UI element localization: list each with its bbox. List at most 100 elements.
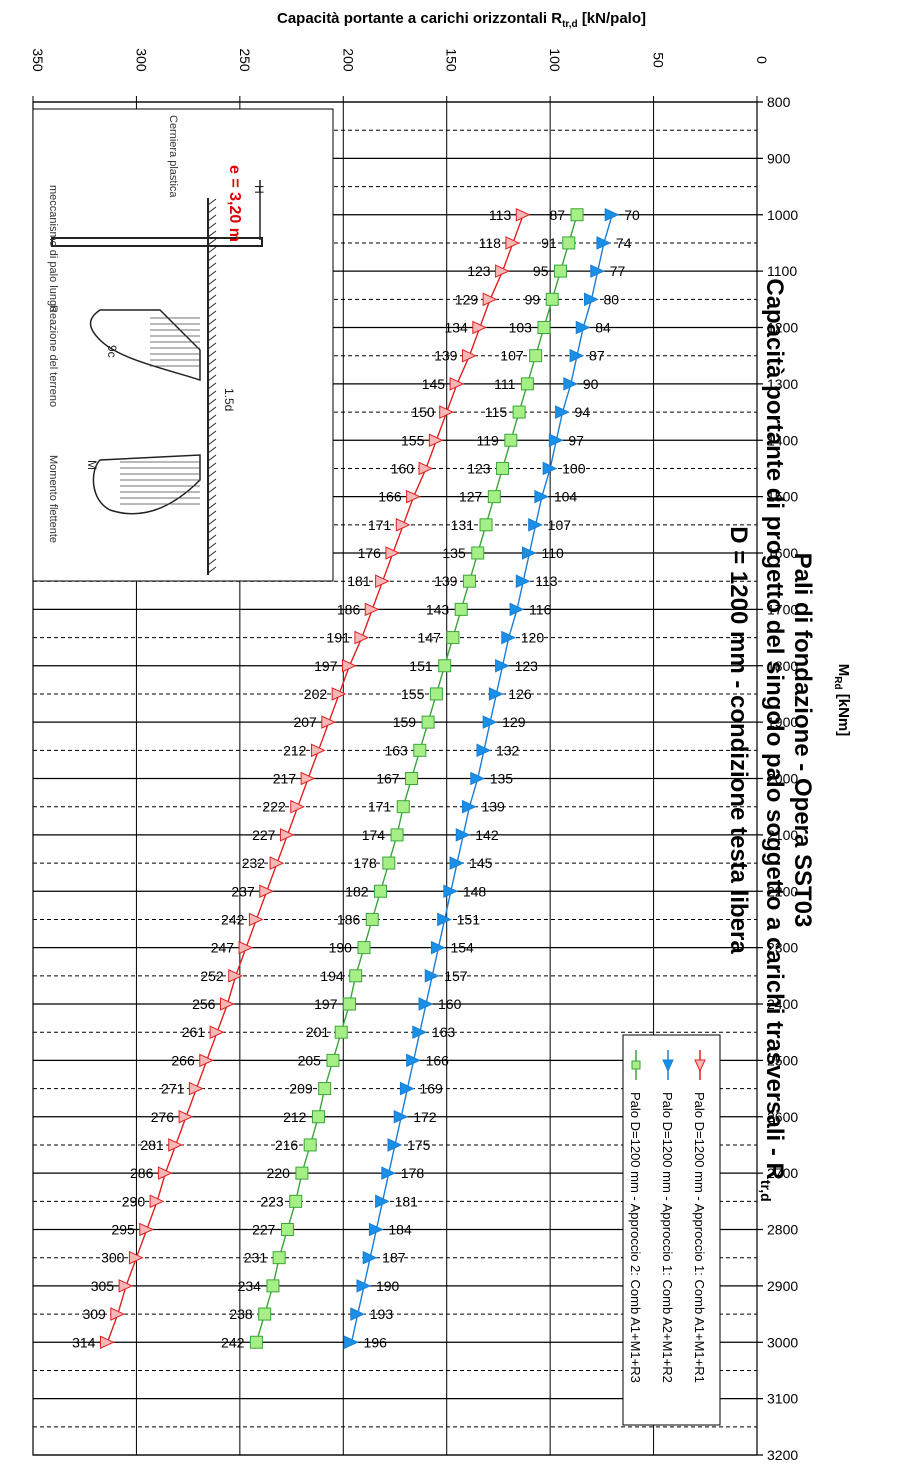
data-point — [331, 687, 347, 701]
data-label: 91 — [541, 235, 557, 251]
data-label: 131 — [451, 517, 475, 533]
x-tick-label: 250 — [237, 48, 253, 72]
y-tick-label: 900 — [767, 150, 791, 166]
data-point — [374, 884, 388, 898]
legend-label: Palo D=1200 mm - Approccio 1: Comb A1+M1… — [692, 1092, 707, 1383]
data-label: 276 — [151, 1109, 175, 1125]
data-point — [472, 320, 488, 335]
data-label: 111 — [494, 376, 515, 392]
inset-hatch — [207, 542, 217, 550]
data-point — [487, 490, 501, 504]
data-point — [118, 1279, 134, 1293]
data-point — [449, 377, 465, 391]
data-point — [344, 1335, 359, 1350]
data-label: 103 — [509, 320, 533, 336]
data-point — [569, 348, 585, 363]
data-label: 186 — [337, 601, 361, 617]
inset-label: meccanismo di palo lungo — [47, 185, 59, 312]
data-point — [219, 997, 235, 1011]
y-tick-label: 2700 — [767, 1165, 798, 1181]
data-point — [439, 405, 454, 419]
data-label: 95 — [533, 263, 549, 279]
inset-hatch — [207, 310, 217, 318]
y-axis-title-unit: [kNm] — [835, 693, 852, 737]
data-label: 207 — [293, 714, 317, 730]
data-label: 193 — [370, 1306, 394, 1322]
data-label: 132 — [496, 742, 520, 758]
data-point — [430, 940, 446, 955]
inset-hatch — [207, 534, 217, 542]
data-label: 118 — [479, 235, 502, 251]
data-point — [318, 1082, 332, 1096]
legend-label: Palo D=1200 mm - Approccio 2: Comb A1+M1… — [628, 1092, 643, 1383]
inset-hatch — [207, 422, 217, 430]
data-label: 266 — [171, 1052, 195, 1068]
data-point — [482, 715, 498, 729]
data-label: 222 — [262, 799, 286, 815]
x-tick-label: 0 — [754, 56, 770, 64]
data-label: 227 — [252, 827, 276, 843]
data-point — [515, 207, 531, 222]
data-point — [209, 1025, 225, 1039]
data-point — [249, 1335, 263, 1349]
data-label: 281 — [140, 1137, 164, 1153]
data-point — [412, 1025, 428, 1039]
data-point — [396, 800, 410, 814]
data-label: 212 — [283, 1109, 307, 1125]
data-point — [269, 856, 285, 870]
data-label: 163 — [432, 1024, 456, 1040]
inset-hatch — [207, 366, 217, 374]
y-tick-label: 3200 — [767, 1447, 798, 1463]
data-point — [382, 856, 396, 870]
data-label: 314 — [72, 1334, 96, 1350]
data-point — [228, 969, 243, 983]
inset-pile — [51, 237, 263, 247]
data-label: 234 — [238, 1278, 262, 1294]
data-label: 167 — [376, 771, 400, 787]
data-label: 113 — [535, 573, 558, 589]
inset-hatch — [207, 558, 217, 566]
plot-frame — [32, 101, 758, 1456]
data-label: 197 — [314, 996, 338, 1012]
data-point — [393, 1109, 409, 1124]
data-label: 87 — [589, 348, 605, 364]
data-label: 242 — [221, 911, 245, 927]
inset-label: e = 3,20 m — [226, 165, 243, 242]
data-point — [357, 941, 371, 955]
data-point — [504, 433, 518, 447]
data-point — [449, 856, 465, 870]
data-point — [365, 912, 379, 926]
y-axis-title: MRd [kNm] — [832, 664, 852, 737]
data-label: 212 — [283, 742, 307, 758]
data-label: 238 — [229, 1306, 253, 1322]
data-point — [512, 405, 526, 419]
inset-hatch — [207, 518, 217, 526]
data-point — [350, 1307, 365, 1321]
data-point — [590, 264, 605, 278]
data-label: 261 — [182, 1024, 206, 1040]
data-label: 166 — [426, 1052, 450, 1068]
data-label: 123 — [467, 263, 491, 279]
data-point — [495, 264, 510, 278]
data-point — [272, 1251, 286, 1265]
data-point — [387, 1138, 403, 1152]
inset-hatch — [207, 446, 217, 454]
inset-hatch — [207, 302, 217, 310]
data-point — [199, 1053, 214, 1068]
y-tick-label: 1300 — [767, 376, 798, 392]
data-label: 154 — [450, 940, 474, 956]
data-point — [289, 1194, 303, 1208]
data-point — [406, 1053, 421, 1068]
data-point — [321, 715, 336, 729]
inset-hatch — [207, 494, 217, 502]
data-label: 160 — [438, 996, 462, 1012]
y-axis-title-subscript: Rd — [832, 676, 843, 690]
x-tick-label: 350 — [30, 48, 46, 72]
data-point — [375, 574, 390, 588]
data-point — [488, 687, 504, 701]
data-point — [482, 292, 498, 307]
data-point — [368, 1222, 384, 1237]
y-tick-label: 3000 — [767, 1334, 798, 1350]
data-point — [356, 1279, 372, 1293]
